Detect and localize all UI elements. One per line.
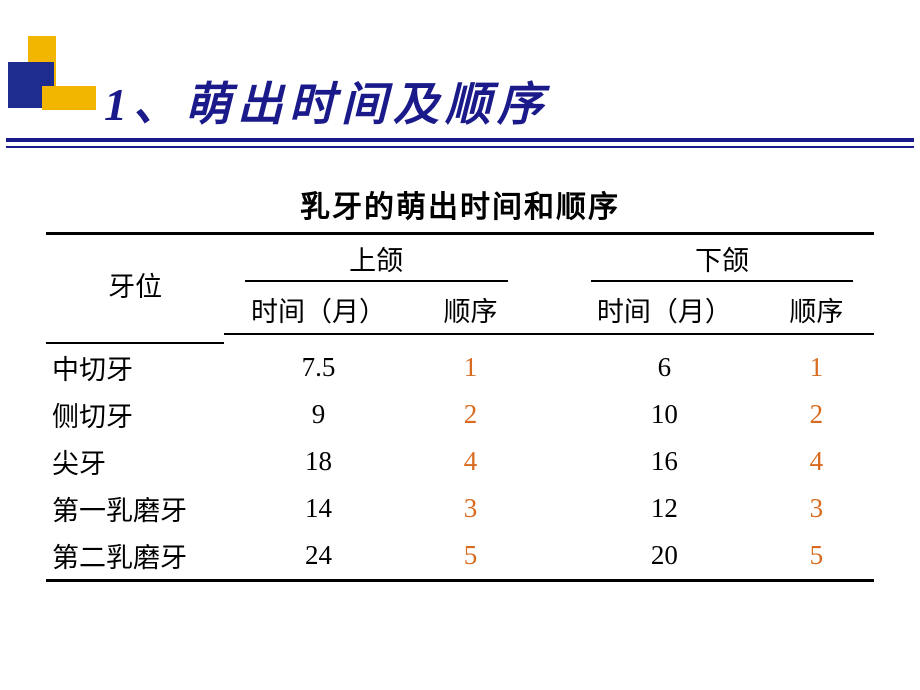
eruption-table: 牙位 上颌 下颌 时间（月） 顺序 时间（月） 顺序 中切牙 7.5 1	[46, 232, 874, 582]
cell-tooth: 第一乳磨牙	[46, 485, 224, 532]
cell-lower-order: 4	[759, 438, 874, 485]
cell-lower-time: 16	[570, 438, 759, 485]
cell-tooth: 侧切牙	[46, 391, 224, 438]
cell-upper-order: 3	[413, 485, 528, 532]
hdr-upper-jaw: 上颌	[224, 234, 528, 287]
cell-upper-time: 18	[224, 438, 413, 485]
cell-upper-time: 24	[224, 532, 413, 581]
title-underline-thin	[6, 146, 914, 148]
cell-upper-order: 4	[413, 438, 528, 485]
cell-upper-order: 5	[413, 532, 528, 581]
cell-gap	[528, 438, 570, 485]
hdr-gap	[528, 234, 570, 287]
cell-lower-time: 20	[570, 532, 759, 581]
cell-upper-order: 1	[413, 343, 528, 391]
table-row: 尖牙 18 4 16 4	[46, 438, 874, 485]
hdr-upper-order: 顺序	[413, 286, 528, 334]
table-row: 第一乳磨牙 14 3 12 3	[46, 485, 874, 532]
hdr-lower-jaw: 下颌	[570, 234, 874, 287]
cell-gap	[528, 532, 570, 581]
hdr-lower-jaw-label: 下颌	[591, 239, 854, 282]
cell-upper-order: 2	[413, 391, 528, 438]
hdr-upper-jaw-label: 上颌	[245, 239, 508, 282]
cell-upper-time: 9	[224, 391, 413, 438]
cell-lower-order: 3	[759, 485, 874, 532]
cell-lower-time: 12	[570, 485, 759, 532]
table-row: 侧切牙 9 2 10 2	[46, 391, 874, 438]
table-header-rule-left	[46, 334, 874, 343]
cell-tooth: 第二乳磨牙	[46, 532, 224, 581]
slide-title: 1、萌出时间及顺序	[104, 68, 549, 134]
cell-tooth: 中切牙	[46, 343, 224, 391]
cell-lower-time: 6	[570, 343, 759, 391]
table-row: 第二乳磨牙 24 5 20 5	[46, 532, 874, 581]
cell-lower-order: 1	[759, 343, 874, 391]
table-caption: 乳牙的萌出时间和顺序	[46, 182, 874, 226]
title-decoration	[0, 26, 96, 136]
hdr-upper-time: 时间（月）	[224, 286, 413, 334]
cell-lower-order: 2	[759, 391, 874, 438]
cell-gap	[528, 391, 570, 438]
hdr-tooth-rule	[46, 334, 224, 343]
table-row: 中切牙 7.5 1 6 1	[46, 343, 874, 391]
title-underline-thick	[6, 138, 914, 142]
hdr-tooth-position: 牙位	[46, 234, 224, 335]
hdr-lower-time: 时间（月）	[570, 286, 759, 334]
hdr-gap2	[528, 286, 570, 334]
cell-gap	[528, 343, 570, 391]
cell-tooth: 尖牙	[46, 438, 224, 485]
cell-lower-order: 5	[759, 532, 874, 581]
table-header-row1: 牙位 上颌 下颌	[46, 234, 874, 287]
hdr-rule-spacer	[224, 334, 874, 343]
cell-lower-time: 10	[570, 391, 759, 438]
cell-gap	[528, 485, 570, 532]
hdr-lower-order: 顺序	[759, 286, 874, 334]
cell-upper-time: 7.5	[224, 343, 413, 391]
cell-upper-time: 14	[224, 485, 413, 532]
eruption-table-wrap: 乳牙的萌出时间和顺序 牙位 上颌 下颌 时间（月） 顺序 时间（月） 顺序	[46, 182, 874, 582]
deco-rect-yellow-horiz	[42, 86, 96, 110]
